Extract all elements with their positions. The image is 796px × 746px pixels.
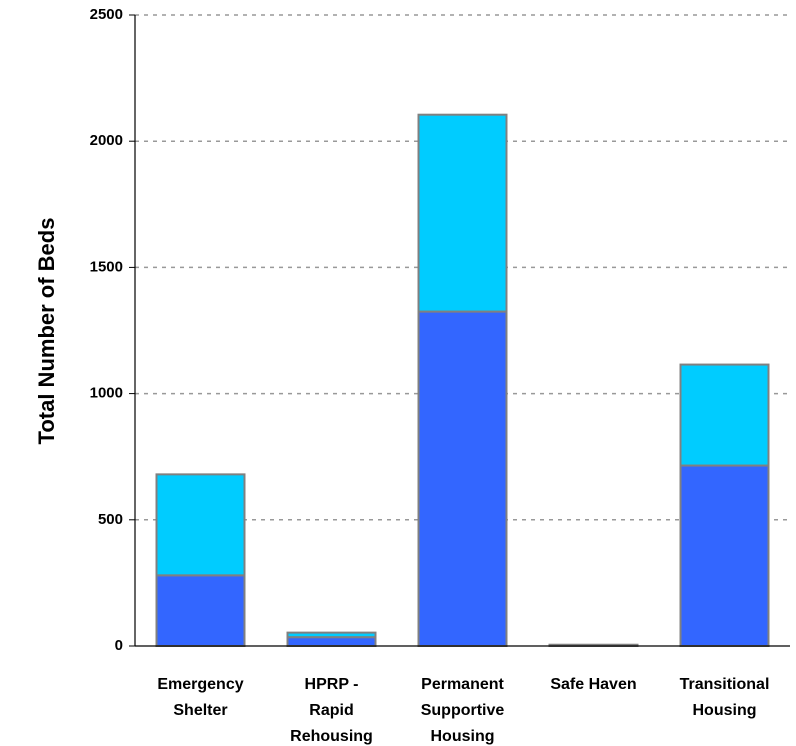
y-tick-label: 1500	[90, 258, 123, 275]
bar-segment-series-1	[417, 310, 508, 647]
x-category-labels: Emergency Shelter HPRP -Rapid Rehousing Perm…	[157, 676, 769, 745]
axes	[134, 15, 790, 647]
y-tick-label: 2000	[90, 132, 123, 149]
y-tick-labels: 0 500 1000 1500 2000 2500	[90, 6, 135, 654]
x-category-label: HPRP -Rapid Rehousing	[290, 676, 373, 745]
bar-segment-series-2	[679, 363, 770, 467]
y-tick-label: 0	[115, 637, 123, 654]
bar-segment-series-2	[286, 631, 377, 639]
bar-segment-series-2	[417, 113, 508, 313]
y-tick-label: 2500	[90, 6, 123, 23]
y-tick-label: 500	[98, 511, 123, 528]
y-tick-label: 1000	[90, 385, 123, 402]
bar-segment-series-1	[679, 464, 770, 647]
x-category-label: Emergency Shelter	[157, 676, 243, 719]
x-category-label: Safe Haven	[550, 676, 636, 693]
bar-segment-series-1	[155, 574, 246, 647]
bar-segment-series-2	[548, 643, 639, 647]
bar-segment-series-2	[155, 473, 246, 577]
y-axis-title: Total Number of Beds	[34, 218, 59, 445]
bar-segment-series-1	[286, 636, 377, 648]
x-category-label: Transitional Housing	[680, 676, 770, 719]
bars	[155, 113, 770, 648]
x-category-label: Permanent Supportive Housing	[421, 676, 505, 745]
